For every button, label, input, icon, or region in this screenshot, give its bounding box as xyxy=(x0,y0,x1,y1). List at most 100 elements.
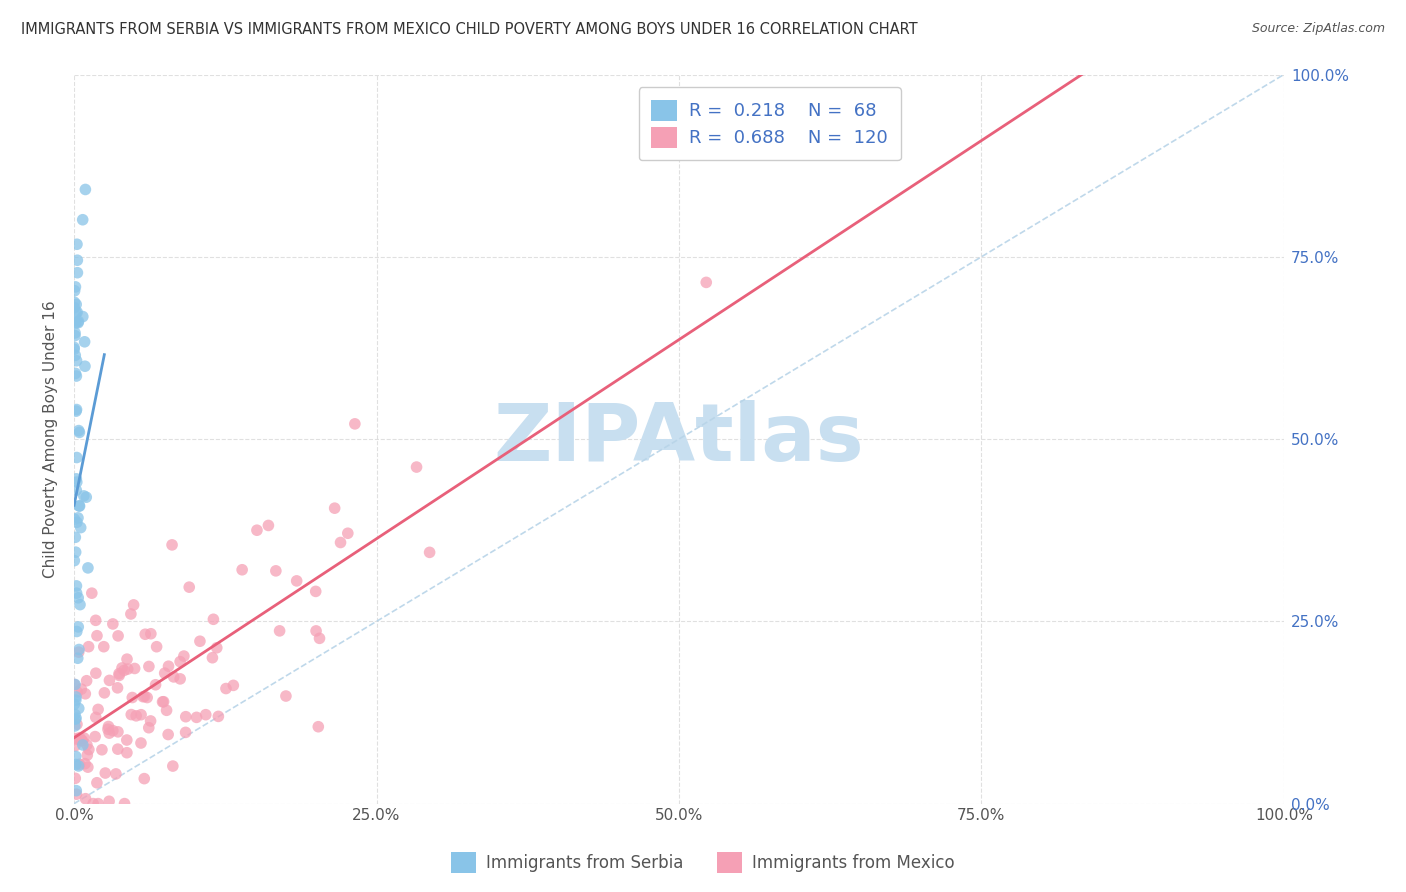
Point xyxy=(343,417,366,431)
Point xyxy=(65,586,87,600)
Point xyxy=(98,726,121,740)
Point xyxy=(63,719,86,733)
Point xyxy=(205,640,228,655)
Point xyxy=(67,759,90,773)
Point xyxy=(162,759,184,773)
Point xyxy=(63,295,86,310)
Point xyxy=(65,348,87,362)
Point xyxy=(97,719,120,733)
Point xyxy=(86,776,108,790)
Point xyxy=(122,598,145,612)
Point xyxy=(101,723,124,738)
Point xyxy=(207,709,229,723)
Point xyxy=(72,738,94,752)
Point xyxy=(125,708,148,723)
Point xyxy=(84,666,107,681)
Point xyxy=(67,620,90,634)
Point xyxy=(264,564,287,578)
Point xyxy=(93,686,115,700)
Point xyxy=(323,501,346,516)
Point xyxy=(65,483,87,497)
Point xyxy=(73,731,96,745)
Point xyxy=(65,757,87,772)
Point xyxy=(65,353,87,368)
Point xyxy=(108,668,131,682)
Point xyxy=(65,731,87,746)
Point xyxy=(67,591,90,605)
Point xyxy=(419,545,441,559)
Point xyxy=(157,727,180,741)
Point xyxy=(305,584,328,599)
Point xyxy=(132,690,155,704)
Point xyxy=(174,709,197,723)
Point xyxy=(73,489,96,503)
Point xyxy=(65,787,87,801)
Point xyxy=(145,640,167,654)
Point xyxy=(66,475,89,489)
Point xyxy=(405,460,427,475)
Point xyxy=(134,690,156,704)
Point xyxy=(107,724,129,739)
Point xyxy=(76,747,98,762)
Point xyxy=(65,369,87,384)
Point xyxy=(336,526,359,541)
Point xyxy=(274,689,297,703)
Point xyxy=(63,301,86,315)
Point xyxy=(63,739,86,753)
Legend: R =  0.218    N =  68, R =  0.688    N =  120: R = 0.218 N = 68, R = 0.688 N = 120 xyxy=(638,87,901,161)
Point xyxy=(114,797,136,811)
Point xyxy=(75,687,97,701)
Point xyxy=(72,212,94,227)
Point xyxy=(75,490,97,504)
Point xyxy=(65,693,87,707)
Point xyxy=(155,703,177,717)
Point xyxy=(157,659,180,673)
Point xyxy=(160,538,183,552)
Point xyxy=(139,626,162,640)
Point xyxy=(66,624,89,639)
Point xyxy=(65,749,87,764)
Point xyxy=(65,297,87,311)
Point xyxy=(124,661,146,675)
Point xyxy=(73,756,96,771)
Point xyxy=(101,616,124,631)
Point xyxy=(63,677,86,691)
Point xyxy=(66,516,89,530)
Point xyxy=(80,586,103,600)
Point xyxy=(120,607,142,621)
Point xyxy=(104,767,127,781)
Point xyxy=(75,791,97,805)
Point xyxy=(108,666,131,681)
Point xyxy=(66,685,89,699)
Point xyxy=(174,725,197,739)
Point xyxy=(63,677,86,691)
Point xyxy=(120,707,142,722)
Point xyxy=(63,326,86,340)
Point xyxy=(129,736,152,750)
Point xyxy=(285,574,308,588)
Point xyxy=(76,673,98,688)
Point xyxy=(69,757,91,772)
Point xyxy=(93,640,115,654)
Point xyxy=(134,627,156,641)
Point xyxy=(65,472,87,486)
Point xyxy=(66,237,89,252)
Point xyxy=(67,499,90,513)
Point xyxy=(84,730,107,744)
Point xyxy=(76,760,98,774)
Point xyxy=(65,783,87,797)
Point xyxy=(134,772,156,786)
Point xyxy=(66,305,89,319)
Point xyxy=(98,673,121,688)
Point xyxy=(215,681,238,696)
Point xyxy=(329,535,352,549)
Point xyxy=(69,598,91,612)
Point xyxy=(188,634,211,648)
Point xyxy=(222,678,245,692)
Point xyxy=(115,733,138,747)
Point xyxy=(94,766,117,780)
Point xyxy=(246,523,269,537)
Point xyxy=(63,343,86,357)
Point xyxy=(305,624,328,638)
Point xyxy=(65,712,87,726)
